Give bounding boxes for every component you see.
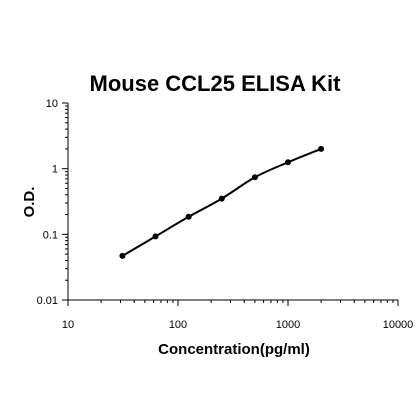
x-tick-label: 10000 <box>383 319 414 331</box>
plot-area: 10 100 1000 10000 0.01 0.1 1 10 <box>37 98 414 331</box>
data-point <box>251 174 258 181</box>
data-point <box>285 159 291 166</box>
data-point <box>218 195 225 202</box>
data-point <box>152 233 159 240</box>
y-tick-label: 1 <box>52 164 58 176</box>
x-axis-label: Concentration(pg/ml) <box>158 341 310 358</box>
x-tick-label: 100 <box>169 319 187 331</box>
x-tick-label: 1000 <box>276 319 300 331</box>
y-axis-label: O.D. <box>21 187 38 218</box>
data-point <box>318 145 325 152</box>
data-point <box>185 213 192 220</box>
x-tick-label: 10 <box>62 319 74 331</box>
chart-title: Mouse CCL25 ELISA Kit <box>90 71 342 96</box>
x-axis-ticks: 10 100 1000 10000 <box>62 300 413 331</box>
standard-curve-line <box>121 147 322 257</box>
y-axis-ticks: 0.01 0.1 1 10 <box>37 98 68 307</box>
y-tick-label: 10 <box>46 98 58 110</box>
y-tick-label: 0.1 <box>43 229 58 241</box>
y-tick-label: 0.01 <box>37 295 58 307</box>
series-layer <box>119 145 325 259</box>
data-point <box>119 252 126 259</box>
